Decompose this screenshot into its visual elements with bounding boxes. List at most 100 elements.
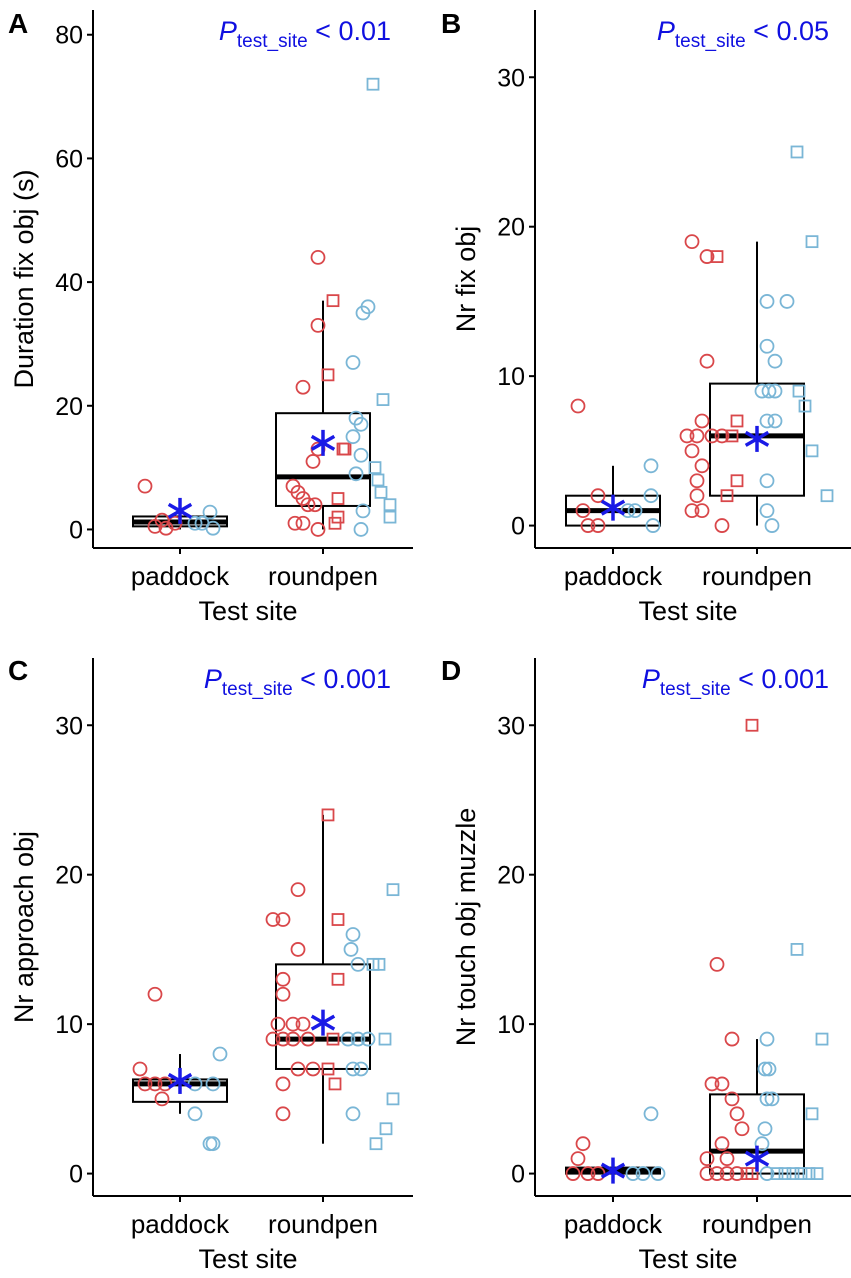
- p-threshold: < 0.001: [731, 664, 829, 694]
- p-threshold: < 0.01: [308, 16, 391, 46]
- data-point-square: [730, 414, 744, 428]
- data-point-circle: [684, 503, 700, 519]
- data-point-square: [790, 943, 804, 956]
- box-roundpen: [709, 241, 805, 526]
- x-tick-label: paddock: [131, 561, 230, 591]
- mean-star-stroke: [167, 502, 193, 519]
- data-point-circle: [360, 1031, 376, 1047]
- p-value-label: Ptest_site < 0.01: [219, 16, 391, 52]
- data-point-square: [802, 1167, 816, 1180]
- p-symbol: P: [657, 16, 675, 46]
- data-point-square: [792, 384, 806, 398]
- data-point-circle: [340, 1031, 356, 1047]
- x-axis-title: Test site: [638, 596, 737, 626]
- data-point-circle: [761, 383, 777, 399]
- data-point-circle: [295, 1016, 311, 1032]
- mean-star-stroke: [600, 1162, 626, 1179]
- data-point-circle: [754, 1136, 770, 1152]
- mean-star-stroke: [167, 1072, 193, 1089]
- mean-star-stroke: [744, 1150, 770, 1167]
- y-tick-label: 10: [55, 1011, 83, 1039]
- x-axis-title: Test site: [198, 596, 297, 626]
- data-point-circle: [345, 355, 361, 370]
- data-point-circle: [679, 428, 695, 444]
- data-point-circle: [275, 986, 291, 1002]
- data-point-circle: [350, 956, 366, 972]
- data-point-square: [331, 913, 345, 926]
- data-point-circle: [759, 294, 775, 309]
- data-point-circle: [353, 522, 369, 537]
- data-point-circle: [350, 1031, 366, 1047]
- data-point-circle: [287, 515, 303, 531]
- data-point-circle: [764, 1091, 780, 1107]
- x-axis-title: Test site: [198, 1244, 297, 1274]
- box-iqr: [709, 382, 805, 497]
- p-value-label: Ptest_site < 0.001: [204, 664, 391, 700]
- data-point-circle: [305, 1061, 321, 1077]
- data-point-circle: [565, 1166, 581, 1181]
- data-point-circle: [300, 1031, 316, 1047]
- data-point-square: [815, 1032, 829, 1046]
- data-point-square: [321, 368, 335, 382]
- y-tick-label: 30: [55, 712, 83, 740]
- data-point-square: [805, 1107, 819, 1121]
- data-point-square: [326, 294, 340, 308]
- data-point-circle: [575, 1136, 591, 1152]
- data-point-circle: [724, 1031, 740, 1047]
- data-point-circle: [699, 1151, 715, 1167]
- panel-letter: D: [441, 655, 461, 686]
- p-threshold: < 0.001: [293, 664, 391, 694]
- data-point-circle: [345, 1106, 361, 1122]
- y-tick-label: 0: [511, 1161, 525, 1189]
- data-point-square: [725, 429, 739, 443]
- data-point-circle: [729, 1106, 745, 1122]
- data-point-square: [321, 808, 335, 822]
- x-tick-label: roundpen: [268, 1209, 378, 1239]
- p-subscript: test_site: [675, 31, 746, 52]
- data-point-square: [386, 883, 400, 897]
- data-point-circle: [187, 515, 203, 531]
- y-axis-title: Duration fix obj (s): [9, 169, 39, 388]
- data-point-square: [798, 399, 812, 413]
- p-symbol: P: [204, 664, 222, 694]
- mean-star-marker: [310, 1009, 336, 1036]
- data-point-circle: [759, 473, 775, 489]
- data-point-circle: [154, 1091, 170, 1107]
- y-tick-label: 10: [497, 1011, 525, 1039]
- data-point-circle: [295, 515, 311, 531]
- data-point-circle: [353, 447, 369, 463]
- data-point-circle: [643, 458, 659, 474]
- data-point-circle: [137, 1076, 153, 1092]
- y-tick-label: 20: [497, 214, 525, 242]
- mean-star-stroke: [600, 499, 626, 516]
- data-point-circle: [275, 1106, 291, 1122]
- p-value-label: Ptest_site < 0.001: [642, 664, 829, 700]
- p-subscript: test_site: [660, 679, 731, 700]
- data-point-circle: [343, 942, 359, 957]
- data-point-circle: [187, 1106, 203, 1122]
- data-point-circle: [767, 353, 783, 369]
- data-point-circle: [650, 1166, 666, 1181]
- data-point-circle: [699, 249, 715, 264]
- data-point-square: [730, 474, 744, 488]
- data-point-circle: [212, 1046, 228, 1062]
- data-point-circle: [699, 1166, 715, 1181]
- data-point-circle: [694, 413, 710, 429]
- data-point-square: [820, 489, 834, 503]
- data-point-square: [786, 1167, 800, 1180]
- box-iqr: [275, 412, 371, 507]
- data-point-circle: [689, 488, 705, 504]
- data-point-square: [805, 444, 819, 458]
- p-threshold: < 0.05: [746, 16, 829, 46]
- data-point-square: [372, 957, 386, 971]
- panel-letter: C: [8, 655, 28, 686]
- y-tick-label: 20: [497, 862, 525, 890]
- data-point-circle: [570, 1151, 586, 1167]
- panel-d: D 0 10 20 30 paddock roundpen Test site Nr touch…: [441, 655, 851, 1274]
- data-point-square: [336, 442, 350, 456]
- data-point-circle: [570, 398, 586, 414]
- mean-star-marker: [600, 494, 626, 521]
- data-point-circle: [202, 1136, 218, 1152]
- panel-letter: A: [8, 8, 28, 39]
